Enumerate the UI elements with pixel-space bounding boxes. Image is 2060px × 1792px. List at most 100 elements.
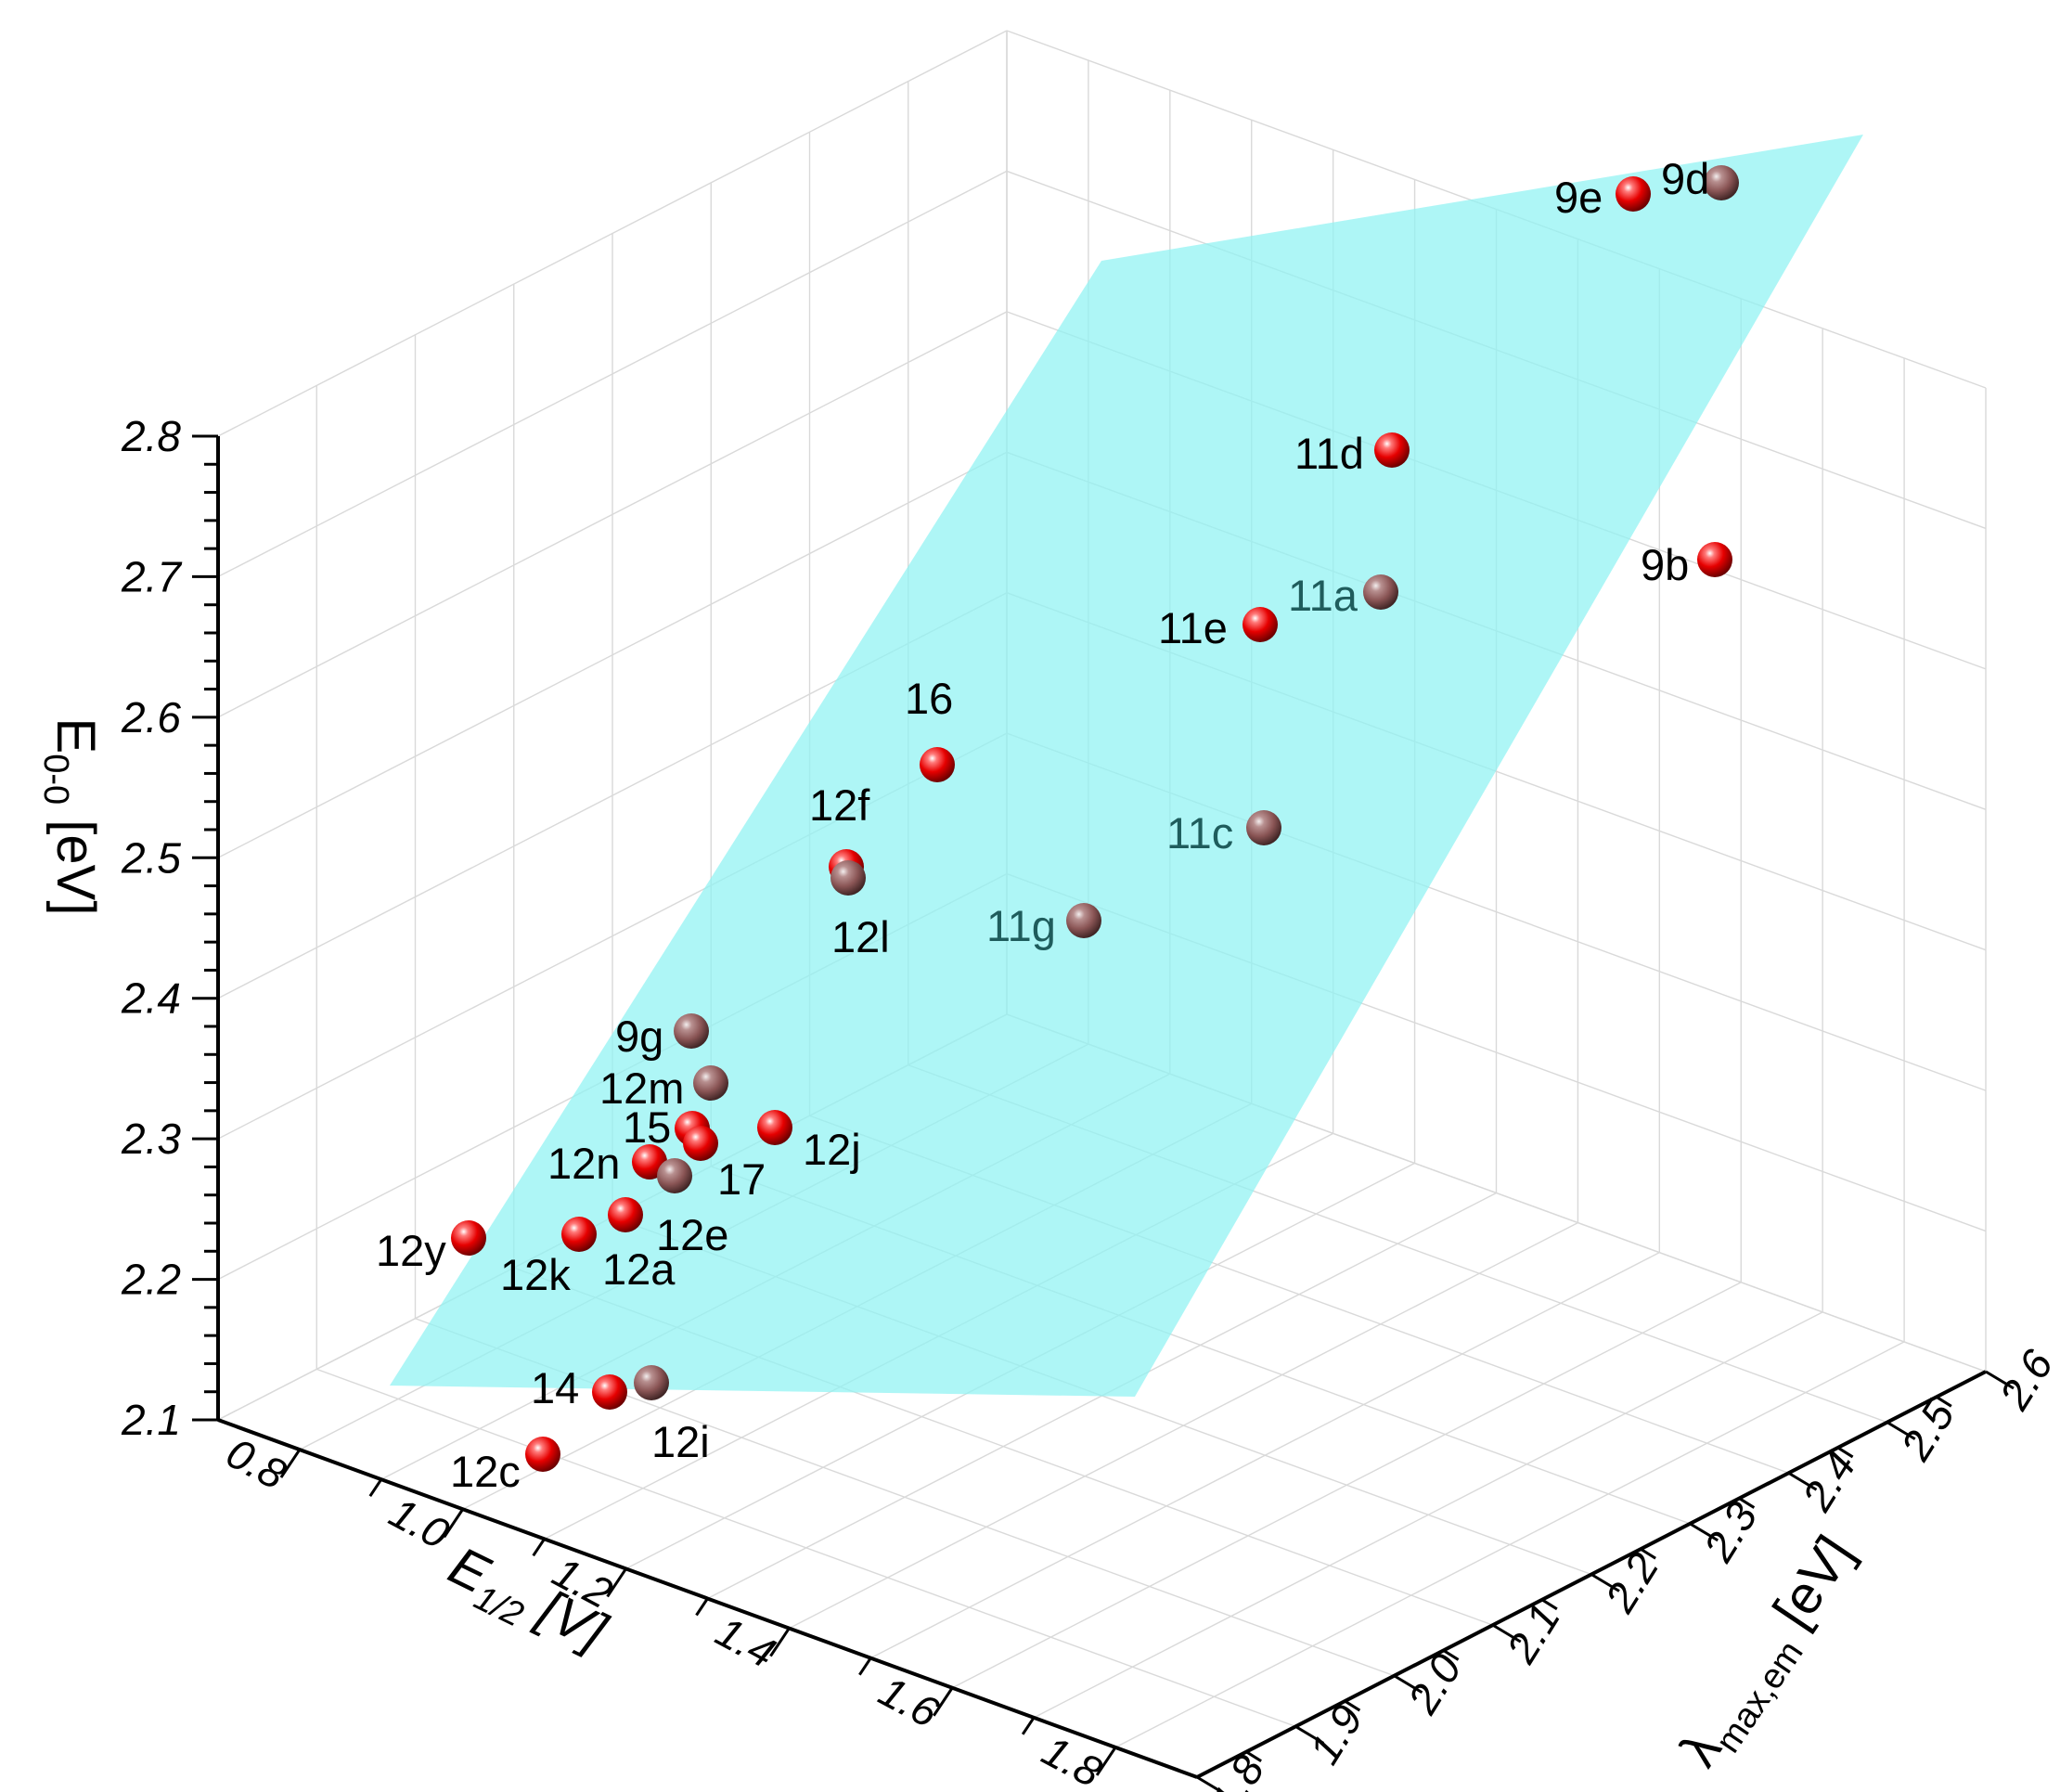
z-tick-label: 2.2: [121, 1256, 181, 1304]
z-tick-label: 2.5: [121, 833, 181, 882]
x-major-tick: [279, 1449, 302, 1478]
x-major-tick: [769, 1627, 791, 1657]
point-label: 17: [717, 1154, 766, 1204]
point-marker: [592, 1374, 627, 1410]
x-tick-label: 1.6: [871, 1667, 946, 1737]
leftwall-gridline-h: [217, 311, 1008, 718]
x-tick-label: 1.4: [708, 1606, 783, 1677]
point-label: 12a: [602, 1244, 676, 1294]
y-tick-label: 2.0: [1397, 1645, 1471, 1722]
y-minor-tick: [1442, 1649, 1460, 1661]
point-14: 14: [531, 1363, 627, 1412]
leftwall-gridline-h: [217, 30, 1008, 437]
point-label: 12m: [599, 1064, 684, 1113]
x-tick-label: 1.8: [1035, 1726, 1110, 1792]
point-label: 12j: [803, 1125, 861, 1174]
y-tick-label: 2.3: [1693, 1493, 1767, 1570]
point-label: 9d: [1661, 154, 1709, 203]
point-label: 12k: [500, 1250, 571, 1299]
y-tick-label: 2.2: [1595, 1544, 1668, 1621]
point-marker: [634, 1365, 669, 1400]
x-minor-tick: [695, 1597, 709, 1617]
x-major-tick: [933, 1686, 954, 1717]
point-marker: [830, 860, 866, 896]
point-12j: 12j: [757, 1110, 861, 1174]
y-minor-tick: [1245, 1750, 1262, 1762]
y-minor-tick: [1344, 1699, 1361, 1712]
point-label: 12l: [831, 912, 890, 961]
point-marker: [674, 1013, 709, 1049]
point-marker: [1704, 165, 1739, 200]
point-marker: [1374, 432, 1410, 468]
point-12e: 12e: [656, 1158, 728, 1259]
point-label: 15: [623, 1102, 671, 1152]
point-label: 14: [531, 1363, 579, 1412]
y-major-tick: [1689, 1522, 1719, 1542]
y-major-tick: [1393, 1674, 1423, 1695]
point-11d: 11d: [1294, 429, 1410, 478]
z-tick-label: 2.3: [121, 1115, 181, 1163]
x-major-tick: [443, 1508, 464, 1539]
point-marker: [561, 1217, 597, 1252]
y-major-tick: [1787, 1471, 1818, 1491]
x-tick-label: 1.0: [382, 1488, 457, 1558]
leftwall-gridline-h: [217, 170, 1008, 578]
point-marker: [451, 1220, 486, 1256]
floor-gridline-y: [316, 1368, 1296, 1728]
point-marker: [757, 1110, 792, 1145]
point-marker: [1697, 542, 1732, 577]
z-tick-label: 2.8: [121, 412, 181, 460]
point-marker: [608, 1197, 643, 1232]
point-label: 12i: [651, 1417, 710, 1466]
x-minor-tick: [858, 1657, 872, 1676]
point-9g: 9g: [615, 1012, 709, 1061]
z-axis-title: E0-0 [eV]: [36, 718, 106, 916]
point-12l: 12l: [830, 860, 890, 961]
x-tick-label: 0.8: [219, 1428, 294, 1499]
y-minor-tick: [1640, 1547, 1656, 1560]
point-label: 11c: [1166, 808, 1233, 857]
point-12a: 12a: [602, 1197, 676, 1294]
point-label: 11g: [986, 901, 1056, 950]
point-label: 9b: [1641, 540, 1689, 589]
x-major-tick: [606, 1567, 627, 1598]
leftwall-gridline-h: [217, 451, 1008, 858]
x-minor-tick: [368, 1478, 383, 1497]
point-12c: 12c: [450, 1437, 560, 1496]
point-12k: 12k: [500, 1217, 597, 1299]
y-tick-label: 1.9: [1300, 1696, 1372, 1773]
x-minor-tick: [532, 1538, 546, 1557]
point-label: 12c: [450, 1447, 521, 1496]
point-16: 16: [905, 674, 955, 782]
y-tick-label: 2.4: [1792, 1443, 1865, 1520]
y-major-tick: [1294, 1725, 1325, 1745]
y-major-tick: [1985, 1370, 2015, 1390]
axes: [192, 434, 2015, 1792]
y-tick-label: 2.5: [1891, 1392, 1964, 1469]
y-minor-tick: [1836, 1446, 1854, 1459]
x-minor-tick: [1021, 1717, 1036, 1735]
y-tick-label: 2.1: [1497, 1595, 1570, 1672]
point-11g: 11g: [986, 901, 1101, 950]
point-9d: 9d: [1661, 154, 1739, 203]
x-major-tick: [1095, 1747, 1117, 1776]
y-tick-label: 2.6: [1989, 1341, 2060, 1418]
point-label: 12y: [376, 1226, 446, 1275]
point-marker: [1066, 903, 1101, 938]
y-major-tick: [1590, 1573, 1620, 1592]
point-marker: [657, 1158, 692, 1193]
y-major-tick: [1196, 1775, 1225, 1792]
point-12i: 12i: [634, 1365, 710, 1466]
z-tick-label: 2.4: [121, 974, 181, 1023]
y-minor-tick: [1738, 1497, 1756, 1509]
point-label: 9g: [615, 1012, 663, 1061]
y-major-tick: [1491, 1623, 1522, 1644]
y-axis-title: λmax,em [eV]: [1668, 1525, 1873, 1782]
point-17: 17: [683, 1126, 766, 1204]
point-12m: 12m: [599, 1064, 728, 1113]
point-label: 12n: [547, 1139, 620, 1188]
point-marker: [683, 1126, 718, 1161]
point-marker: [1363, 574, 1398, 610]
point-label: 11a: [1288, 571, 1358, 620]
